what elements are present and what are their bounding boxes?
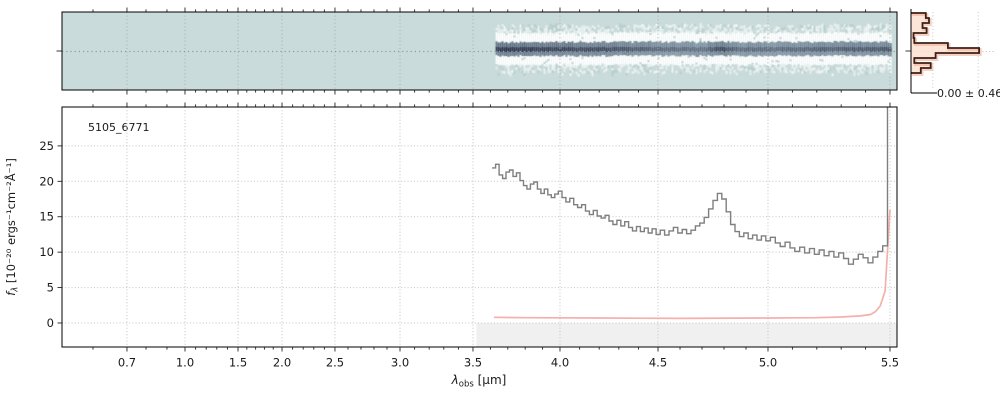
y-axis-label-symbol: f <box>4 290 18 296</box>
histogram-outline <box>911 12 980 74</box>
profile-histogram-group <box>911 12 982 76</box>
y-tick-label: 5 <box>47 281 54 295</box>
y-tick-label: 20 <box>39 174 54 188</box>
x-tick-label: 2.5 <box>326 356 344 370</box>
shade-group <box>476 322 897 347</box>
x-axis-label-units: [μm] <box>474 373 507 387</box>
y-tick-label: 15 <box>39 210 54 224</box>
y-axis-label: fλ [10⁻²⁰ ergs⁻¹cm⁻²Å⁻¹] <box>3 158 21 296</box>
y-axis-label-units: [10⁻²⁰ ergs⁻¹cm⁻²Å⁻¹] <box>3 158 18 287</box>
x-tick-label: 3.5 <box>464 356 482 370</box>
y-axis-label-subscript: λ <box>11 287 21 293</box>
grid-group <box>62 12 995 347</box>
x-tick-label: 4.0 <box>551 356 569 370</box>
profile-stat-label: 0.00 ± 0.46 <box>937 87 1000 100</box>
x-tick-label: 0.7 <box>118 356 136 370</box>
x-tick-label: 5.0 <box>759 356 777 370</box>
x-tick-label: 1.0 <box>176 356 194 370</box>
x-axis-label-symbol: λ <box>451 373 459 387</box>
x-tick-label: 2.0 <box>273 356 291 370</box>
flux-step-line <box>492 107 889 265</box>
source-id-label: 5105_6771 <box>88 121 150 134</box>
x-tick-label: 5.5 <box>881 356 899 370</box>
y-tick-label: 10 <box>39 245 54 259</box>
y-tick-label: 0 <box>47 316 54 330</box>
x-tick-label: 4.5 <box>649 356 667 370</box>
histogram-outline-shadow <box>912 13 982 76</box>
x-axis-label-subscript: obs <box>459 380 475 390</box>
axes-group: 0.7 1.0 1.5 2.0 2.5 3.0 3.5 4.0 4.5 5.0 5.5 0 5 10 15 2… <box>39 7 937 370</box>
below-zero-shade <box>476 322 897 347</box>
y-tick-label: 25 <box>39 139 54 153</box>
main-spines <box>61 106 898 348</box>
x-tick-label: 3.0 <box>391 356 409 370</box>
x-axis-label: λobs [μm] <box>451 373 507 390</box>
error-line <box>493 209 891 320</box>
spec2d-spines <box>61 11 898 91</box>
x-tick-label: 1.5 <box>229 356 247 370</box>
spec1d-group <box>492 107 891 320</box>
